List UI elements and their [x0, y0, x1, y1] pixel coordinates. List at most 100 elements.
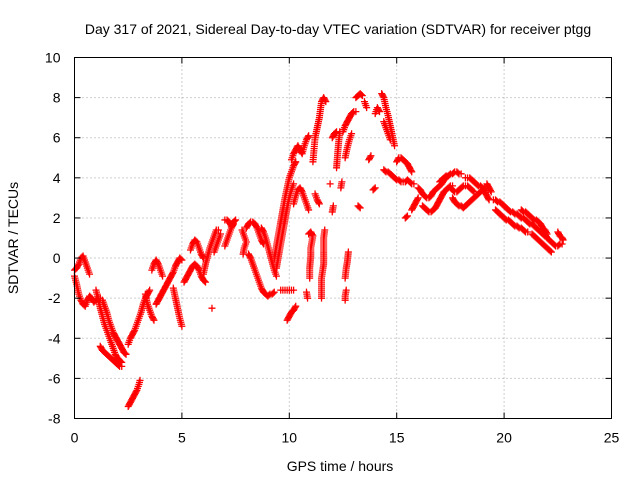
data-point	[529, 215, 537, 223]
data-point	[386, 136, 394, 144]
data-point	[217, 230, 225, 238]
data-point	[547, 248, 555, 256]
data-point	[469, 187, 477, 195]
data-point	[169, 269, 177, 277]
data-point	[559, 236, 567, 244]
data-point	[408, 168, 416, 176]
data-point	[338, 178, 346, 186]
data-point	[375, 106, 383, 114]
y-tick-label: 6	[53, 130, 61, 146]
data-point	[115, 361, 123, 369]
data-point	[214, 226, 222, 234]
tick-labels: 0 5 10 15 20 25 -8 -6 -4 -2 0 2 4 6 8 10	[45, 50, 620, 446]
data-point	[473, 181, 481, 189]
y-tick-label: -8	[48, 411, 61, 427]
data-point	[371, 184, 379, 192]
data-point	[304, 133, 312, 141]
data-point	[272, 272, 280, 280]
data-point	[229, 221, 237, 229]
y-tick-label: 2	[53, 210, 61, 226]
data-point	[315, 199, 323, 207]
data-point	[486, 187, 494, 195]
data-point	[304, 294, 312, 302]
data-point	[356, 204, 364, 212]
data-point	[344, 248, 352, 256]
data-point	[516, 213, 524, 221]
data-point	[145, 287, 153, 295]
x-tick-label: 25	[604, 430, 620, 446]
data-point	[331, 129, 339, 137]
data-point	[342, 286, 350, 294]
data-point	[505, 207, 513, 215]
data-point	[194, 265, 202, 273]
data-point	[370, 185, 378, 193]
data-point	[252, 223, 260, 231]
data-point	[146, 286, 154, 294]
data-point	[208, 304, 216, 312]
data-point	[136, 376, 144, 384]
data-point	[246, 253, 254, 261]
data-point	[458, 183, 466, 191]
data-point	[178, 322, 186, 330]
x-axis-label: GPS time / hours	[287, 458, 394, 474]
data-point	[292, 302, 300, 310]
data-point	[229, 220, 237, 228]
x-tick-label: 15	[389, 430, 405, 446]
data-point	[525, 219, 533, 227]
data-point	[348, 130, 356, 138]
data-point	[514, 223, 522, 231]
axis-ticks	[74, 57, 612, 419]
x-tick-label: 10	[282, 430, 298, 446]
data-point	[518, 207, 526, 215]
data-point	[363, 104, 371, 112]
data-point	[355, 203, 363, 211]
data-point	[149, 315, 157, 323]
data-point	[150, 316, 158, 324]
data-point	[457, 170, 465, 178]
data-point	[231, 217, 239, 225]
data-point	[414, 194, 422, 202]
data-point	[524, 228, 532, 236]
data-point	[555, 241, 563, 249]
data-point	[265, 291, 273, 299]
data-point	[501, 215, 509, 223]
data-point	[352, 108, 360, 116]
data-point	[315, 200, 323, 208]
data-point	[396, 177, 404, 185]
data-point	[510, 221, 518, 229]
data-point	[358, 92, 366, 100]
y-tick-label: 4	[53, 170, 61, 186]
x-tick-label: 5	[178, 430, 186, 446]
data-point	[487, 188, 495, 196]
data-point	[454, 169, 462, 177]
data-point	[178, 256, 186, 264]
data-point	[444, 172, 452, 180]
data-point	[407, 179, 415, 187]
y-tick-label: -2	[48, 290, 61, 306]
data-point	[130, 328, 138, 336]
data-point	[349, 109, 357, 117]
data-point	[297, 187, 305, 195]
grid	[74, 57, 612, 419]
data-point	[357, 91, 365, 99]
data-point	[391, 142, 399, 150]
data-point	[367, 152, 375, 160]
x-tick-label: 0	[71, 430, 79, 446]
data-point	[177, 255, 185, 263]
data-point	[291, 304, 299, 312]
data-point	[117, 357, 125, 365]
data-point	[202, 278, 210, 286]
data-point	[290, 180, 298, 188]
data-point	[402, 213, 410, 221]
data-point	[270, 288, 278, 296]
data-point	[441, 173, 449, 181]
data-point	[326, 180, 334, 188]
data-point	[86, 270, 94, 278]
data-point	[484, 195, 492, 203]
data-point	[121, 349, 129, 357]
data-point	[74, 261, 82, 269]
data-point	[413, 195, 421, 203]
data-point	[306, 274, 314, 282]
data-point	[454, 201, 462, 209]
x-tick-label: 20	[496, 430, 512, 446]
